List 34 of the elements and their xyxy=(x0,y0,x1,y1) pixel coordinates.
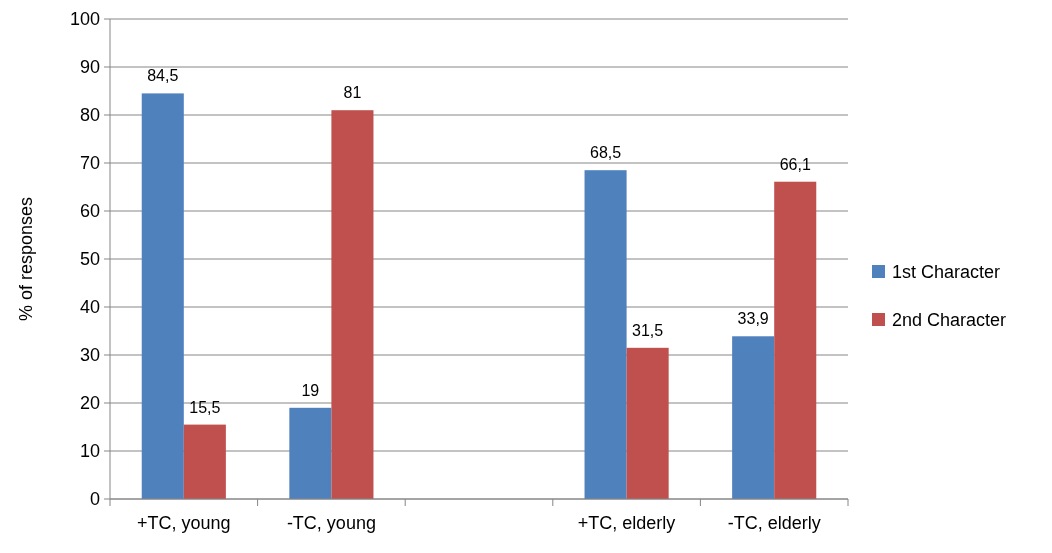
data-label: 81 xyxy=(343,84,362,102)
x-tick-label: -TC, elderly xyxy=(727,513,821,533)
data-label: 19 xyxy=(301,381,320,399)
y-tick-label: 40 xyxy=(79,297,100,318)
y-tick-label: 30 xyxy=(79,345,100,366)
bar xyxy=(626,347,669,499)
y-tick-label: 100 xyxy=(69,9,100,30)
data-label: 84,5 xyxy=(147,67,179,85)
data-label: 15,5 xyxy=(189,398,221,416)
bar xyxy=(289,407,332,499)
bar xyxy=(183,424,226,499)
bar xyxy=(141,93,184,499)
data-label: 68,5 xyxy=(590,144,622,162)
y-tick-label: 20 xyxy=(79,393,100,414)
x-tick-label: -TC, young xyxy=(286,513,376,533)
data-label: 31,5 xyxy=(632,321,664,339)
legend-label: 1st Character xyxy=(892,262,1001,283)
bar xyxy=(732,336,775,499)
legend-label: 2nd Character xyxy=(892,310,1007,331)
data-label: 66,1 xyxy=(779,155,811,173)
y-tick-label: 10 xyxy=(79,441,100,462)
y-tick-label: 50 xyxy=(79,249,100,270)
x-tick-label: +TC, young xyxy=(137,513,231,533)
bar xyxy=(584,170,627,499)
x-tick-label: +TC, elderly xyxy=(577,513,676,533)
y-tick-label: 80 xyxy=(79,105,100,126)
y-tick-label: 90 xyxy=(79,57,100,78)
bar xyxy=(331,110,374,499)
data-label: 33,9 xyxy=(737,310,769,328)
bar xyxy=(774,181,817,499)
y-tick-label: 0 xyxy=(89,489,100,510)
y-tick-label: 60 xyxy=(79,201,100,222)
y-tick-label: 70 xyxy=(79,153,100,174)
y-axis-title: % of responses xyxy=(16,196,36,322)
